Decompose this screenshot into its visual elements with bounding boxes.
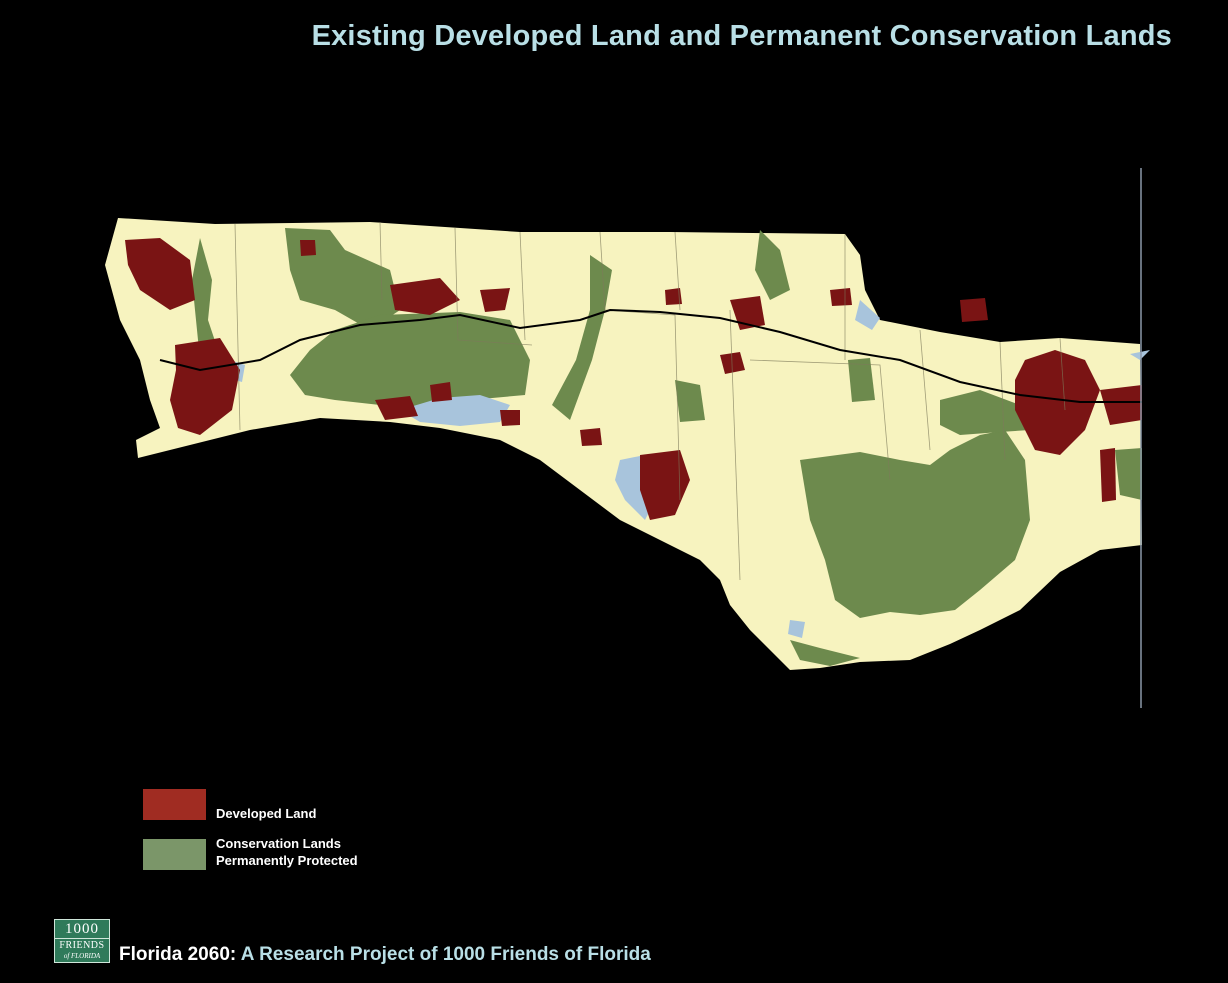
- county-lines: [234, 221, 1066, 581]
- footer-caption: Florida 2060: A Research Project of 1000…: [119, 944, 651, 966]
- footer-text: A Research Project of 1000 Friends of Fl…: [236, 944, 651, 965]
- interstate-highway: [159, 308, 1142, 403]
- developed-land: [125, 238, 1142, 520]
- legend-label-developed: Developed Land: [216, 806, 317, 821]
- map-title: Existing Developed Land and Permanent Co…: [311, 20, 1172, 52]
- legend-swatch-developed: [143, 789, 206, 820]
- legend-swatch-conservation: [143, 839, 206, 870]
- footer-prefix: Florida 2060:: [119, 944, 237, 965]
- florida-panhandle-map: [105, 168, 1150, 708]
- friends-of-florida-logo: 1000 FRIENDS of FLORIDA: [54, 919, 110, 963]
- legend-label-conservation: Conservation Lands Permanently Protected: [216, 836, 358, 868]
